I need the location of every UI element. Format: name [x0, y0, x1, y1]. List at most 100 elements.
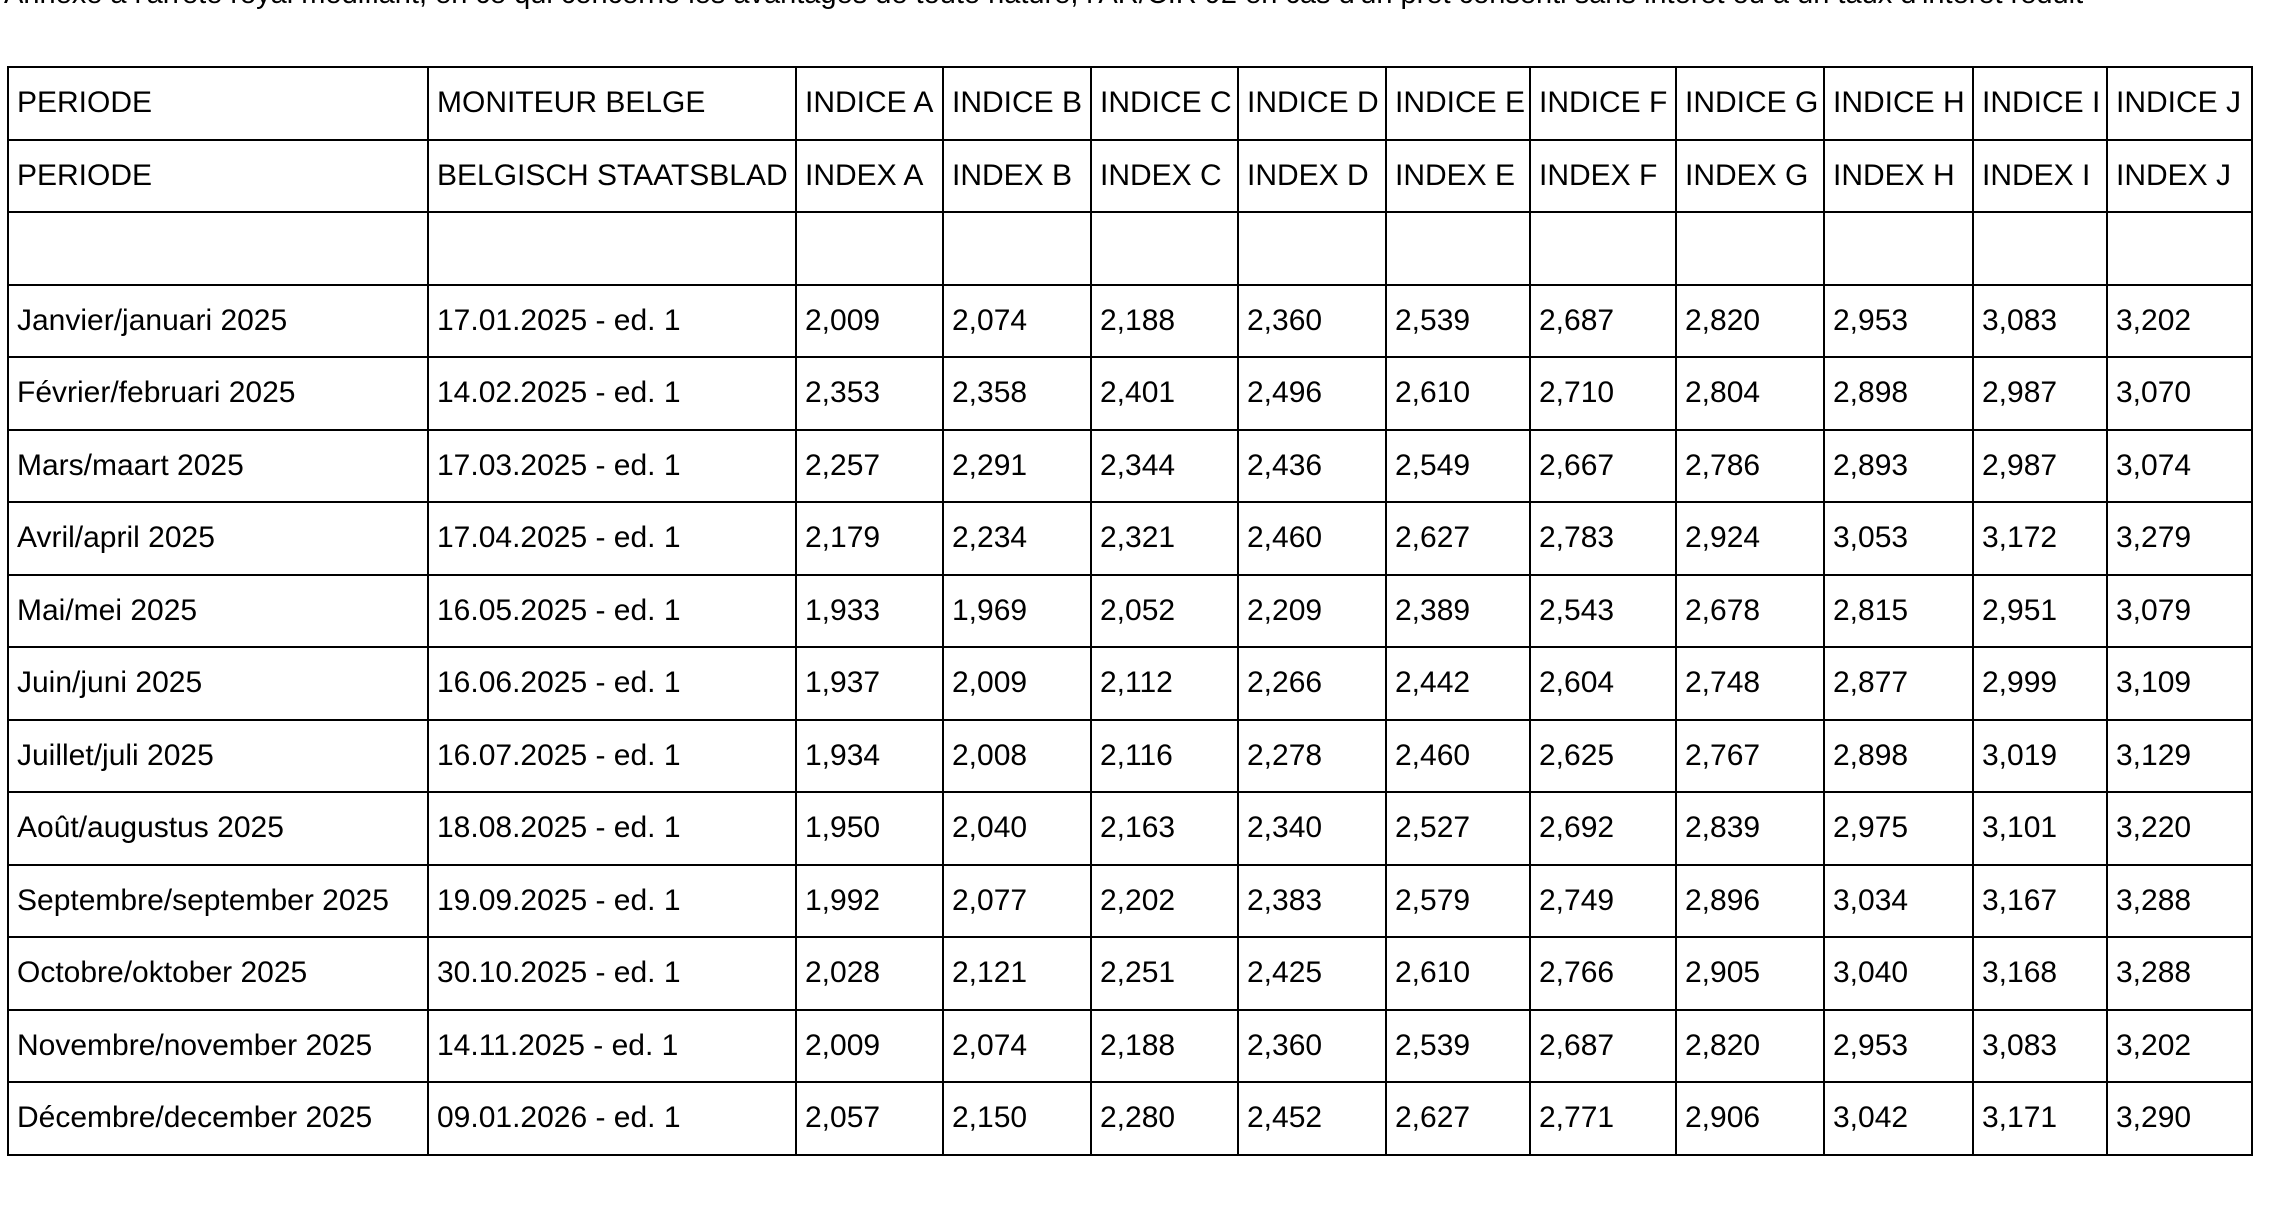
cell: 3,288	[2106, 936, 2253, 1011]
cell: 2,579	[1385, 863, 1531, 938]
cell: 2,953	[1823, 1008, 1974, 1083]
caption: Annexe à l'arrêté royal modifiant, en ce…	[4, 0, 2083, 11]
cell: 2,257	[795, 428, 944, 503]
cell: 3,079	[2106, 573, 2253, 648]
cell: 2,358	[942, 356, 1092, 431]
cell: 2,179	[795, 501, 944, 576]
cell: 2,710	[1529, 356, 1677, 431]
cell: BELGISCH STAATSBLAD	[427, 138, 797, 213]
index-table: PERIODE MONITEUR BELGE INDICE A INDICE B IND…	[7, 66, 2253, 1156]
cell: 3,053	[1823, 501, 1974, 576]
cell: 3,172	[1972, 501, 2108, 576]
cell: 3,101	[1972, 791, 2108, 866]
cell: 2,625	[1529, 718, 1677, 793]
cell: 2,360	[1237, 283, 1387, 358]
cell: 2,896	[1675, 863, 1825, 938]
cell: INDEX E	[1385, 138, 1531, 213]
cell: 2,898	[1823, 718, 1974, 793]
cell: 2,975	[1823, 791, 1974, 866]
cell: 2,163	[1090, 791, 1239, 866]
cell: 3,074	[2106, 428, 2253, 503]
cell: 16.07.2025 - ed. 1	[427, 718, 797, 793]
empty-cell	[1237, 211, 1387, 286]
data-row: Avril/april 2025 17.04.2025 - ed. 1 2,179 2…	[7, 501, 2253, 576]
cell: 2,040	[942, 791, 1092, 866]
header-row: PERIODE MONITEUR BELGE INDICE A INDICE B IND…	[7, 66, 2253, 141]
cell: 2,009	[795, 283, 944, 358]
cell: 1,934	[795, 718, 944, 793]
cell: 2,820	[1675, 283, 1825, 358]
cell: 2,749	[1529, 863, 1677, 938]
cell: MONITEUR BELGE	[427, 66, 797, 141]
cell: 2,077	[942, 863, 1092, 938]
cell: 2,820	[1675, 1008, 1825, 1083]
data-row: Juillet/juli 2025 16.07.2025 - ed. 1 1,934…	[7, 718, 2253, 793]
cell: 3,168	[1972, 936, 2108, 1011]
cell: 1,950	[795, 791, 944, 866]
cell: 2,344	[1090, 428, 1239, 503]
table-body: PERIODE MONITEUR BELGE INDICE A INDICE B IND…	[7, 66, 2253, 1156]
cell: 2,353	[795, 356, 944, 431]
cell: 17.03.2025 - ed. 1	[427, 428, 797, 503]
cell: 2,112	[1090, 646, 1239, 721]
cell: 2,687	[1529, 283, 1677, 358]
cell: Mai/mei 2025	[7, 573, 429, 648]
cell: 18.08.2025 - ed. 1	[427, 791, 797, 866]
cell: 2,951	[1972, 573, 2108, 648]
cell: 2,052	[1090, 573, 1239, 648]
cell: 2,687	[1529, 1008, 1677, 1083]
data-row: Mars/maart 2025 17.03.2025 - ed. 1 2,257 2,…	[7, 428, 2253, 503]
cell: 2,999	[1972, 646, 2108, 721]
cell: INDICE E	[1385, 66, 1531, 141]
cell: 2,389	[1385, 573, 1531, 648]
cell: 3,070	[2106, 356, 2253, 431]
cell: 2,074	[942, 283, 1092, 358]
cell: Septembre/september 2025	[7, 863, 429, 938]
cell: 2,877	[1823, 646, 1974, 721]
empty-cell	[1529, 211, 1677, 286]
cell: Octobre/oktober 2025	[7, 936, 429, 1011]
cell: 2,425	[1237, 936, 1387, 1011]
cell: 17.01.2025 - ed. 1	[427, 283, 797, 358]
cell: INDICE A	[795, 66, 944, 141]
data-row: Octobre/oktober 2025 30.10.2025 - ed. 1 2,…	[7, 936, 2253, 1011]
cell: 2,188	[1090, 1008, 1239, 1083]
cell: 3,040	[1823, 936, 1974, 1011]
cell: INDICE F	[1529, 66, 1677, 141]
cell: 2,278	[1237, 718, 1387, 793]
empty-row	[7, 211, 2253, 286]
data-row: Novembre/november 2025 14.11.2025 - ed. 1…	[7, 1008, 2253, 1083]
cell: 2,527	[1385, 791, 1531, 866]
cell: Janvier/januari 2025	[7, 283, 429, 358]
cell: 3,083	[1972, 1008, 2108, 1083]
cell: 2,150	[942, 1081, 1092, 1156]
cell: 2,291	[942, 428, 1092, 503]
empty-cell	[1675, 211, 1825, 286]
cell: 2,202	[1090, 863, 1239, 938]
cell: INDICE D	[1237, 66, 1387, 141]
cell: 2,987	[1972, 428, 2108, 503]
cell: 1,992	[795, 863, 944, 938]
cell: Août/augustus 2025	[7, 791, 429, 866]
cell: 2,804	[1675, 356, 1825, 431]
empty-cell	[2106, 211, 2253, 286]
cell: 3,042	[1823, 1081, 1974, 1156]
cell: 2,009	[795, 1008, 944, 1083]
cell: INDEX H	[1823, 138, 1974, 213]
cell: 1,969	[942, 573, 1092, 648]
cell: 2,009	[942, 646, 1092, 721]
cell: INDEX A	[795, 138, 944, 213]
cell: 2,667	[1529, 428, 1677, 503]
cell: 2,266	[1237, 646, 1387, 721]
header-row: PERIODE BELGISCH STAATSBLAD INDEX A INDEX B…	[7, 138, 2253, 213]
cell: INDICE H	[1823, 66, 1974, 141]
data-row: Août/augustus 2025 18.08.2025 - ed. 1 1,95…	[7, 791, 2253, 866]
cell: 2,815	[1823, 573, 1974, 648]
cell: 2,539	[1385, 1008, 1531, 1083]
cell: Novembre/november 2025	[7, 1008, 429, 1083]
cell: 2,442	[1385, 646, 1531, 721]
cell: INDICE J	[2106, 66, 2253, 141]
cell: INDICE C	[1090, 66, 1239, 141]
